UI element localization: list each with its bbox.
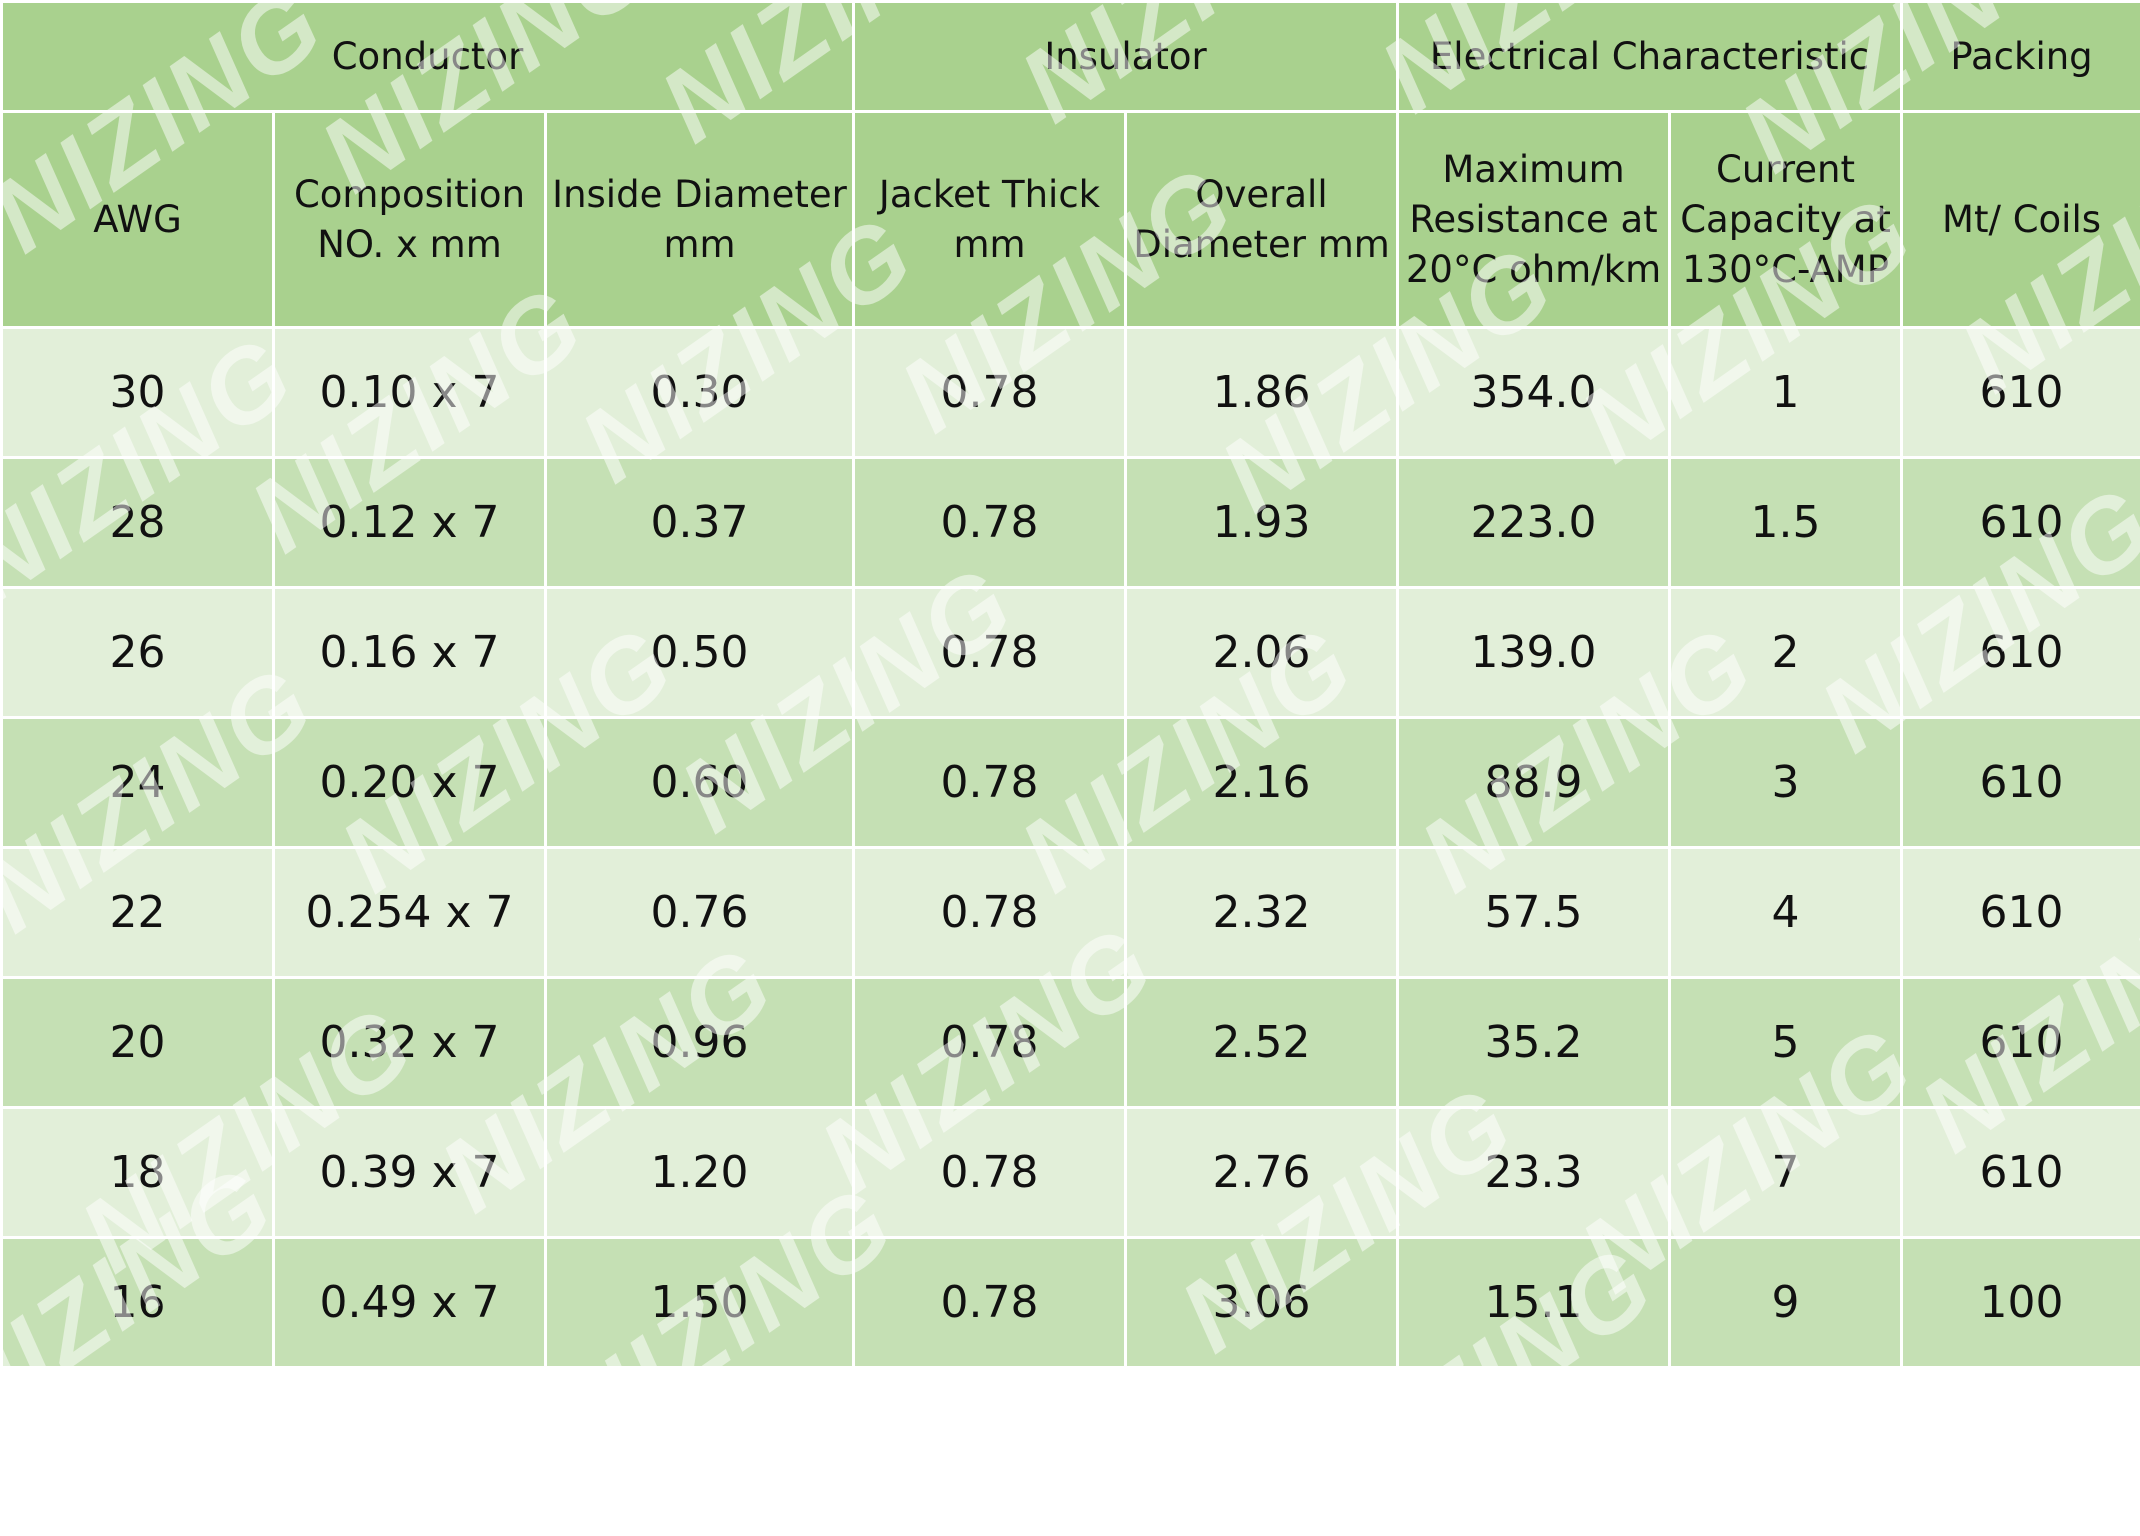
cell-composition: 0.254 x 7 [274, 848, 546, 978]
group-header-row: Conductor Insulator Electrical Character… [2, 2, 2140, 112]
cell-inside-diameter: 0.37 [546, 458, 854, 588]
cell-current-capacity: 5 [1670, 978, 1902, 1108]
cell-jacket-thick: 0.78 [854, 588, 1126, 718]
cell-composition: 0.12 x 7 [274, 458, 546, 588]
cell-awg: 22 [2, 848, 274, 978]
cell-current-capacity: 1.5 [1670, 458, 1902, 588]
cell-current-capacity: 9 [1670, 1238, 1902, 1368]
cell-max-resistance: 223.0 [1398, 458, 1670, 588]
cell-jacket-thick: 0.78 [854, 848, 1126, 978]
cell-current-capacity: 2 [1670, 588, 1902, 718]
cell-current-capacity: 3 [1670, 718, 1902, 848]
cell-jacket-thick: 0.78 [854, 1238, 1126, 1368]
cell-awg: 18 [2, 1108, 274, 1238]
group-header-packing: Packing [1902, 2, 2140, 112]
cell-inside-diameter: 1.20 [546, 1108, 854, 1238]
cell-inside-diameter: 0.50 [546, 588, 854, 718]
spec-table: Conductor Insulator Electrical Character… [0, 0, 2140, 1369]
cell-overall-diameter: 2.76 [1126, 1108, 1398, 1238]
cell-overall-diameter: 1.86 [1126, 328, 1398, 458]
cell-jacket-thick: 0.78 [854, 328, 1126, 458]
cell-overall-diameter: 3.06 [1126, 1238, 1398, 1368]
cell-composition: 0.16 x 7 [274, 588, 546, 718]
cell-max-resistance: 139.0 [1398, 588, 1670, 718]
cell-max-resistance: 354.0 [1398, 328, 1670, 458]
cell-current-capacity: 7 [1670, 1108, 1902, 1238]
cell-awg: 24 [2, 718, 274, 848]
cell-composition: 0.10 x 7 [274, 328, 546, 458]
cell-awg: 16 [2, 1238, 274, 1368]
column-header-awg: AWG [2, 112, 274, 328]
cell-mt-coils: 610 [1902, 328, 2140, 458]
cell-overall-diameter: 2.16 [1126, 718, 1398, 848]
group-header-electrical: Electrical Characteristic [1398, 2, 1902, 112]
cell-overall-diameter: 2.32 [1126, 848, 1398, 978]
cell-mt-coils: 610 [1902, 978, 2140, 1108]
cell-mt-coils: 100 [1902, 1238, 2140, 1368]
cell-awg: 20 [2, 978, 274, 1108]
cell-awg: 26 [2, 588, 274, 718]
cell-inside-diameter: 0.96 [546, 978, 854, 1108]
cell-awg: 30 [2, 328, 274, 458]
cell-mt-coils: 610 [1902, 458, 2140, 588]
cell-inside-diameter: 0.76 [546, 848, 854, 978]
cell-mt-coils: 610 [1902, 848, 2140, 978]
cell-overall-diameter: 2.06 [1126, 588, 1398, 718]
cell-mt-coils: 610 [1902, 588, 2140, 718]
cell-composition: 0.20 x 7 [274, 718, 546, 848]
cell-mt-coils: 610 [1902, 718, 2140, 848]
cell-jacket-thick: 0.78 [854, 978, 1126, 1108]
column-header-mt-coils: Mt/ Coils [1902, 112, 2140, 328]
cell-current-capacity: 1 [1670, 328, 1902, 458]
cell-inside-diameter: 0.60 [546, 718, 854, 848]
cell-awg: 28 [2, 458, 274, 588]
group-header-insulator: Insulator [854, 2, 1398, 112]
cell-composition: 0.39 x 7 [274, 1108, 546, 1238]
cell-jacket-thick: 0.78 [854, 1108, 1126, 1238]
cell-overall-diameter: 1.93 [1126, 458, 1398, 588]
cell-max-resistance: 23.3 [1398, 1108, 1670, 1238]
cell-current-capacity: 4 [1670, 848, 1902, 978]
cell-composition: 0.49 x 7 [274, 1238, 546, 1368]
cell-max-resistance: 35.2 [1398, 978, 1670, 1108]
cell-inside-diameter: 1.50 [546, 1238, 854, 1368]
cell-max-resistance: 57.5 [1398, 848, 1670, 978]
cell-composition: 0.32 x 7 [274, 978, 546, 1108]
cell-jacket-thick: 0.78 [854, 458, 1126, 588]
cell-max-resistance: 15.1 [1398, 1238, 1670, 1368]
cell-inside-diameter: 0.30 [546, 328, 854, 458]
cell-jacket-thick: 0.78 [854, 718, 1126, 848]
cell-overall-diameter: 2.52 [1126, 978, 1398, 1108]
cell-max-resistance: 88.9 [1398, 718, 1670, 848]
cell-mt-coils: 610 [1902, 1108, 2140, 1238]
group-header-conductor: Conductor [2, 2, 854, 112]
